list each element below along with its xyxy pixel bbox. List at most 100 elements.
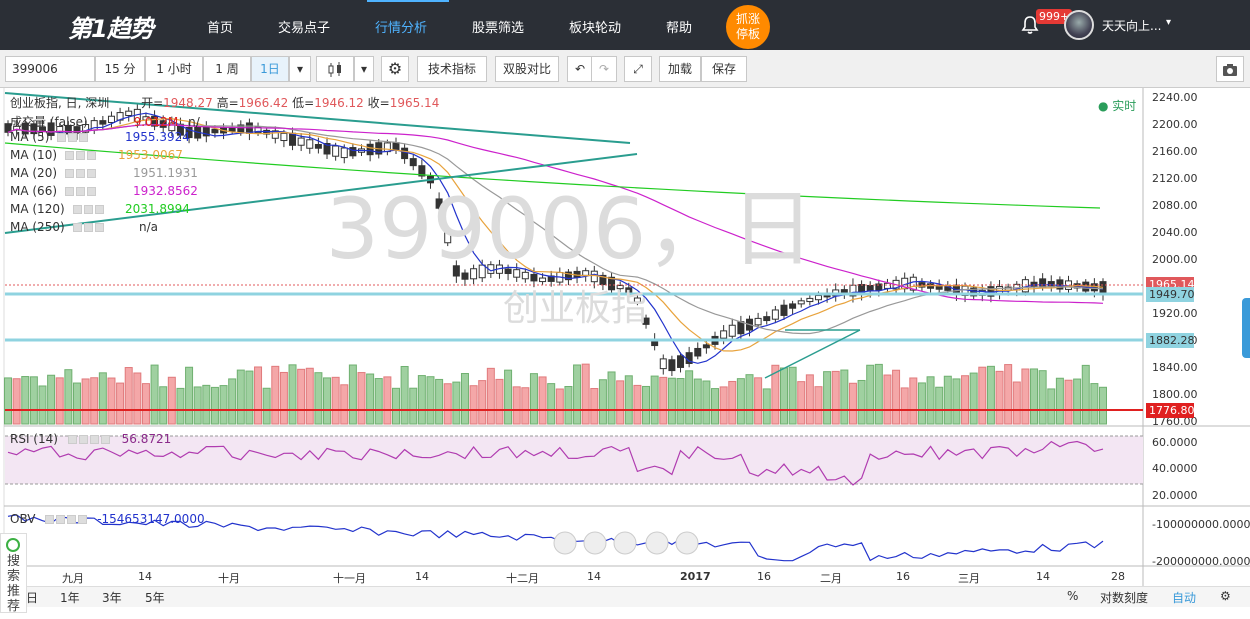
volume-bar bbox=[124, 367, 133, 425]
period-1week[interactable]: 1 周 bbox=[203, 56, 251, 82]
scroll-controls[interactable] bbox=[553, 531, 699, 555]
volume-bar bbox=[693, 378, 702, 425]
ma-controls[interactable] bbox=[65, 185, 98, 199]
right-panel-tab[interactable] bbox=[1242, 298, 1250, 358]
volume-bar bbox=[978, 366, 987, 425]
realtime-indicator[interactable]: ● 实时 bbox=[1098, 99, 1137, 113]
volume-bar bbox=[805, 374, 814, 425]
candle-body bbox=[737, 321, 745, 335]
volume-bar bbox=[969, 372, 978, 425]
period-1day[interactable]: 1日 bbox=[251, 56, 289, 82]
percent-toggle[interactable]: % bbox=[1067, 589, 1079, 603]
obv-label: OBV bbox=[10, 512, 36, 526]
obv-controls[interactable] bbox=[45, 513, 89, 527]
volume-bar bbox=[909, 377, 918, 425]
compare-button[interactable]: 双股对比 bbox=[495, 56, 559, 82]
ma-controls[interactable] bbox=[72, 221, 106, 235]
nav-sector-rotation[interactable]: 板块轮动 bbox=[569, 21, 622, 36]
range-day[interactable]: 日 bbox=[26, 591, 39, 605]
volume-bar bbox=[702, 380, 711, 425]
price-axis-label: 1800.00 bbox=[1152, 388, 1198, 401]
candle-body bbox=[366, 143, 374, 156]
reset-button[interactable] bbox=[613, 531, 637, 555]
trendline-upper[interactable] bbox=[4, 92, 631, 144]
volume-bar bbox=[857, 379, 866, 425]
zoom-out-button[interactable] bbox=[583, 531, 607, 555]
volume-bar bbox=[797, 381, 806, 425]
rsi-controls[interactable] bbox=[67, 433, 112, 447]
chart-canvas[interactable]: 399006，日 创业板指 创业板指, 日, 深圳 开=1948.27 高=19… bbox=[0, 88, 1250, 619]
redo-button[interactable]: ↷ bbox=[591, 56, 617, 82]
volume-bar bbox=[711, 388, 720, 425]
range-5y[interactable]: 5年 bbox=[145, 591, 165, 605]
limit-up-promo-button[interactable]: 抓涨 停板 bbox=[726, 5, 770, 49]
ma-value: 2031.8994 bbox=[125, 202, 190, 216]
nav-trade-ideas[interactable]: 交易点子 bbox=[278, 21, 331, 36]
chart-type-dropdown[interactable]: ▾ bbox=[354, 56, 374, 82]
candle-body bbox=[4, 123, 12, 133]
search-recommend-tab[interactable]: 搜索推荐 bbox=[0, 533, 27, 614]
candle-body bbox=[30, 123, 38, 135]
volume-bar bbox=[926, 376, 935, 425]
chart-type-button[interactable] bbox=[316, 56, 354, 82]
log-scale-toggle[interactable]: 对数刻度 bbox=[1100, 591, 1149, 605]
price-axis-label: 1840.00 bbox=[1152, 361, 1198, 374]
site-logo[interactable]: 第1趋势 bbox=[68, 15, 154, 43]
zoom-in-button[interactable] bbox=[645, 531, 669, 555]
price-chart-svg[interactable]: 399006，日 创业板指 bbox=[0, 88, 1250, 619]
scroll-left-button[interactable] bbox=[553, 531, 577, 555]
nav-stock-screener[interactable]: 股票筛选 bbox=[472, 21, 525, 36]
period-15min[interactable]: 15 分 bbox=[95, 56, 145, 82]
candle-body bbox=[539, 277, 547, 283]
ma-legend-item: MA (20) 1951.1931 bbox=[10, 166, 198, 181]
nav-home[interactable]: 首页 bbox=[207, 21, 234, 36]
volume-bar bbox=[1090, 383, 1099, 425]
candle-body bbox=[392, 142, 400, 151]
nav-help[interactable]: 帮助 bbox=[666, 21, 693, 36]
undo-button[interactable]: ↶ bbox=[567, 56, 593, 82]
candle-body bbox=[444, 231, 452, 244]
volume-bar bbox=[460, 373, 469, 425]
candle-body bbox=[107, 115, 115, 123]
candle-body bbox=[349, 147, 357, 157]
user-avatar[interactable] bbox=[1064, 10, 1094, 40]
save-button[interactable]: 保存 bbox=[701, 56, 747, 82]
volume-bar bbox=[167, 376, 176, 425]
ma-controls[interactable] bbox=[65, 149, 98, 163]
ma-controls[interactable] bbox=[72, 203, 106, 217]
range-1y[interactable]: 1年 bbox=[60, 591, 80, 605]
bell-icon[interactable] bbox=[1020, 15, 1040, 35]
ma-controls[interactable] bbox=[65, 167, 98, 181]
volume-bar bbox=[495, 378, 504, 425]
candle-body bbox=[814, 295, 822, 301]
fullscreen-button[interactable]: ⤢ bbox=[624, 56, 652, 82]
period-dropdown[interactable]: ▾ bbox=[289, 56, 311, 82]
trendline-rise[interactable] bbox=[764, 329, 861, 379]
ohlc-open: 1948.27 bbox=[163, 96, 213, 110]
settings-button[interactable]: ⚙ bbox=[381, 56, 409, 82]
auto-scale-toggle[interactable]: 自动 bbox=[1172, 591, 1197, 605]
nav-market-analysis[interactable]: 行情分析 bbox=[375, 21, 428, 36]
candle-body bbox=[694, 347, 702, 357]
candle-body bbox=[780, 304, 788, 316]
load-button[interactable]: 加载 bbox=[659, 56, 701, 82]
candle-body bbox=[530, 273, 538, 282]
volume-extra: n/ bbox=[188, 115, 200, 129]
candle-body bbox=[176, 123, 184, 136]
volume-bar bbox=[279, 371, 288, 425]
username[interactable]: 天天向上... bbox=[1102, 19, 1162, 33]
gear-icon[interactable]: ⚙ bbox=[1220, 589, 1231, 603]
symbol-input[interactable]: 399006 bbox=[5, 56, 95, 82]
candle-body bbox=[564, 271, 572, 281]
trendline-lower[interactable] bbox=[4, 153, 638, 234]
volume-bar bbox=[866, 364, 875, 425]
ma-controls[interactable] bbox=[57, 131, 90, 145]
screenshot-button[interactable] bbox=[1216, 56, 1244, 82]
chevron-down-icon[interactable]: ▾ bbox=[1166, 17, 1172, 28]
range-3y[interactable]: 3年 bbox=[102, 591, 122, 605]
obv-legend: OBV -154653147.0000 bbox=[10, 512, 205, 527]
period-1hour[interactable]: 1 小时 bbox=[145, 56, 203, 82]
indicators-button[interactable]: 技术指标 bbox=[417, 56, 487, 82]
candle-body bbox=[797, 300, 805, 305]
scroll-right-button[interactable] bbox=[675, 531, 699, 555]
